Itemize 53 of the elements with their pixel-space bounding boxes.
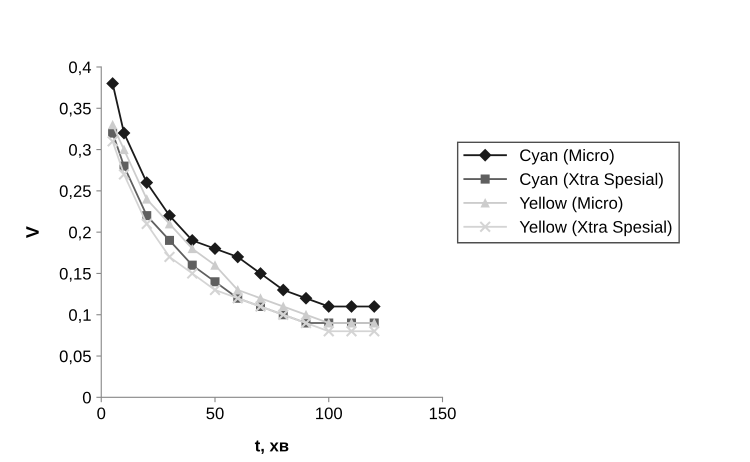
x-tick-label: 100 xyxy=(316,407,342,420)
point xyxy=(118,168,130,180)
legend-label: Cyan (Micro) xyxy=(520,148,614,164)
point xyxy=(277,284,290,296)
point xyxy=(186,268,198,280)
point xyxy=(209,284,221,296)
x-axis-title: t, хв xyxy=(254,440,288,454)
y-tick-label: 0,2 xyxy=(69,226,91,240)
point xyxy=(164,219,174,228)
point xyxy=(140,176,153,189)
point xyxy=(322,325,335,338)
y-tick-label: 0,1 xyxy=(69,309,91,323)
point xyxy=(300,292,312,304)
y-axis-title: V xyxy=(26,226,39,238)
point xyxy=(106,77,119,90)
legend-label: Cyan (Xtra Spesial) xyxy=(520,172,663,188)
point xyxy=(108,120,118,130)
point xyxy=(368,300,380,313)
point xyxy=(163,209,176,222)
point xyxy=(119,145,129,154)
point xyxy=(188,244,197,254)
x-tick-label: 150 xyxy=(430,407,456,420)
point xyxy=(208,242,222,255)
point xyxy=(278,302,288,311)
point xyxy=(210,277,220,286)
point xyxy=(232,250,244,264)
y-tick-label: 0,35 xyxy=(60,102,91,116)
point xyxy=(233,285,242,294)
point xyxy=(301,310,311,320)
point xyxy=(346,325,358,338)
point xyxy=(368,325,380,338)
y-tick-label: 0,15 xyxy=(60,268,91,282)
point xyxy=(186,234,198,247)
y-tick-label: 0 xyxy=(82,392,91,404)
point xyxy=(254,267,267,280)
point xyxy=(345,300,358,313)
point xyxy=(210,260,220,270)
legend-label: Yellow (Micro) xyxy=(520,196,622,212)
y-tick-label: 0,4 xyxy=(69,61,92,76)
legend-label: Yellow (Xtra Spesial) xyxy=(520,220,672,236)
x-tick-label: 50 xyxy=(206,407,224,420)
point xyxy=(188,260,197,270)
point xyxy=(118,126,130,140)
y-tick-label: 0,25 xyxy=(60,185,91,200)
point xyxy=(140,218,153,230)
y-tick-label: 0,05 xyxy=(60,350,91,364)
point xyxy=(164,251,176,263)
point xyxy=(322,300,335,313)
x-tick-label: 0 xyxy=(97,407,106,420)
point xyxy=(106,135,119,148)
point xyxy=(164,236,174,245)
y-tick-label: 0,3 xyxy=(69,144,91,158)
point xyxy=(142,194,152,204)
